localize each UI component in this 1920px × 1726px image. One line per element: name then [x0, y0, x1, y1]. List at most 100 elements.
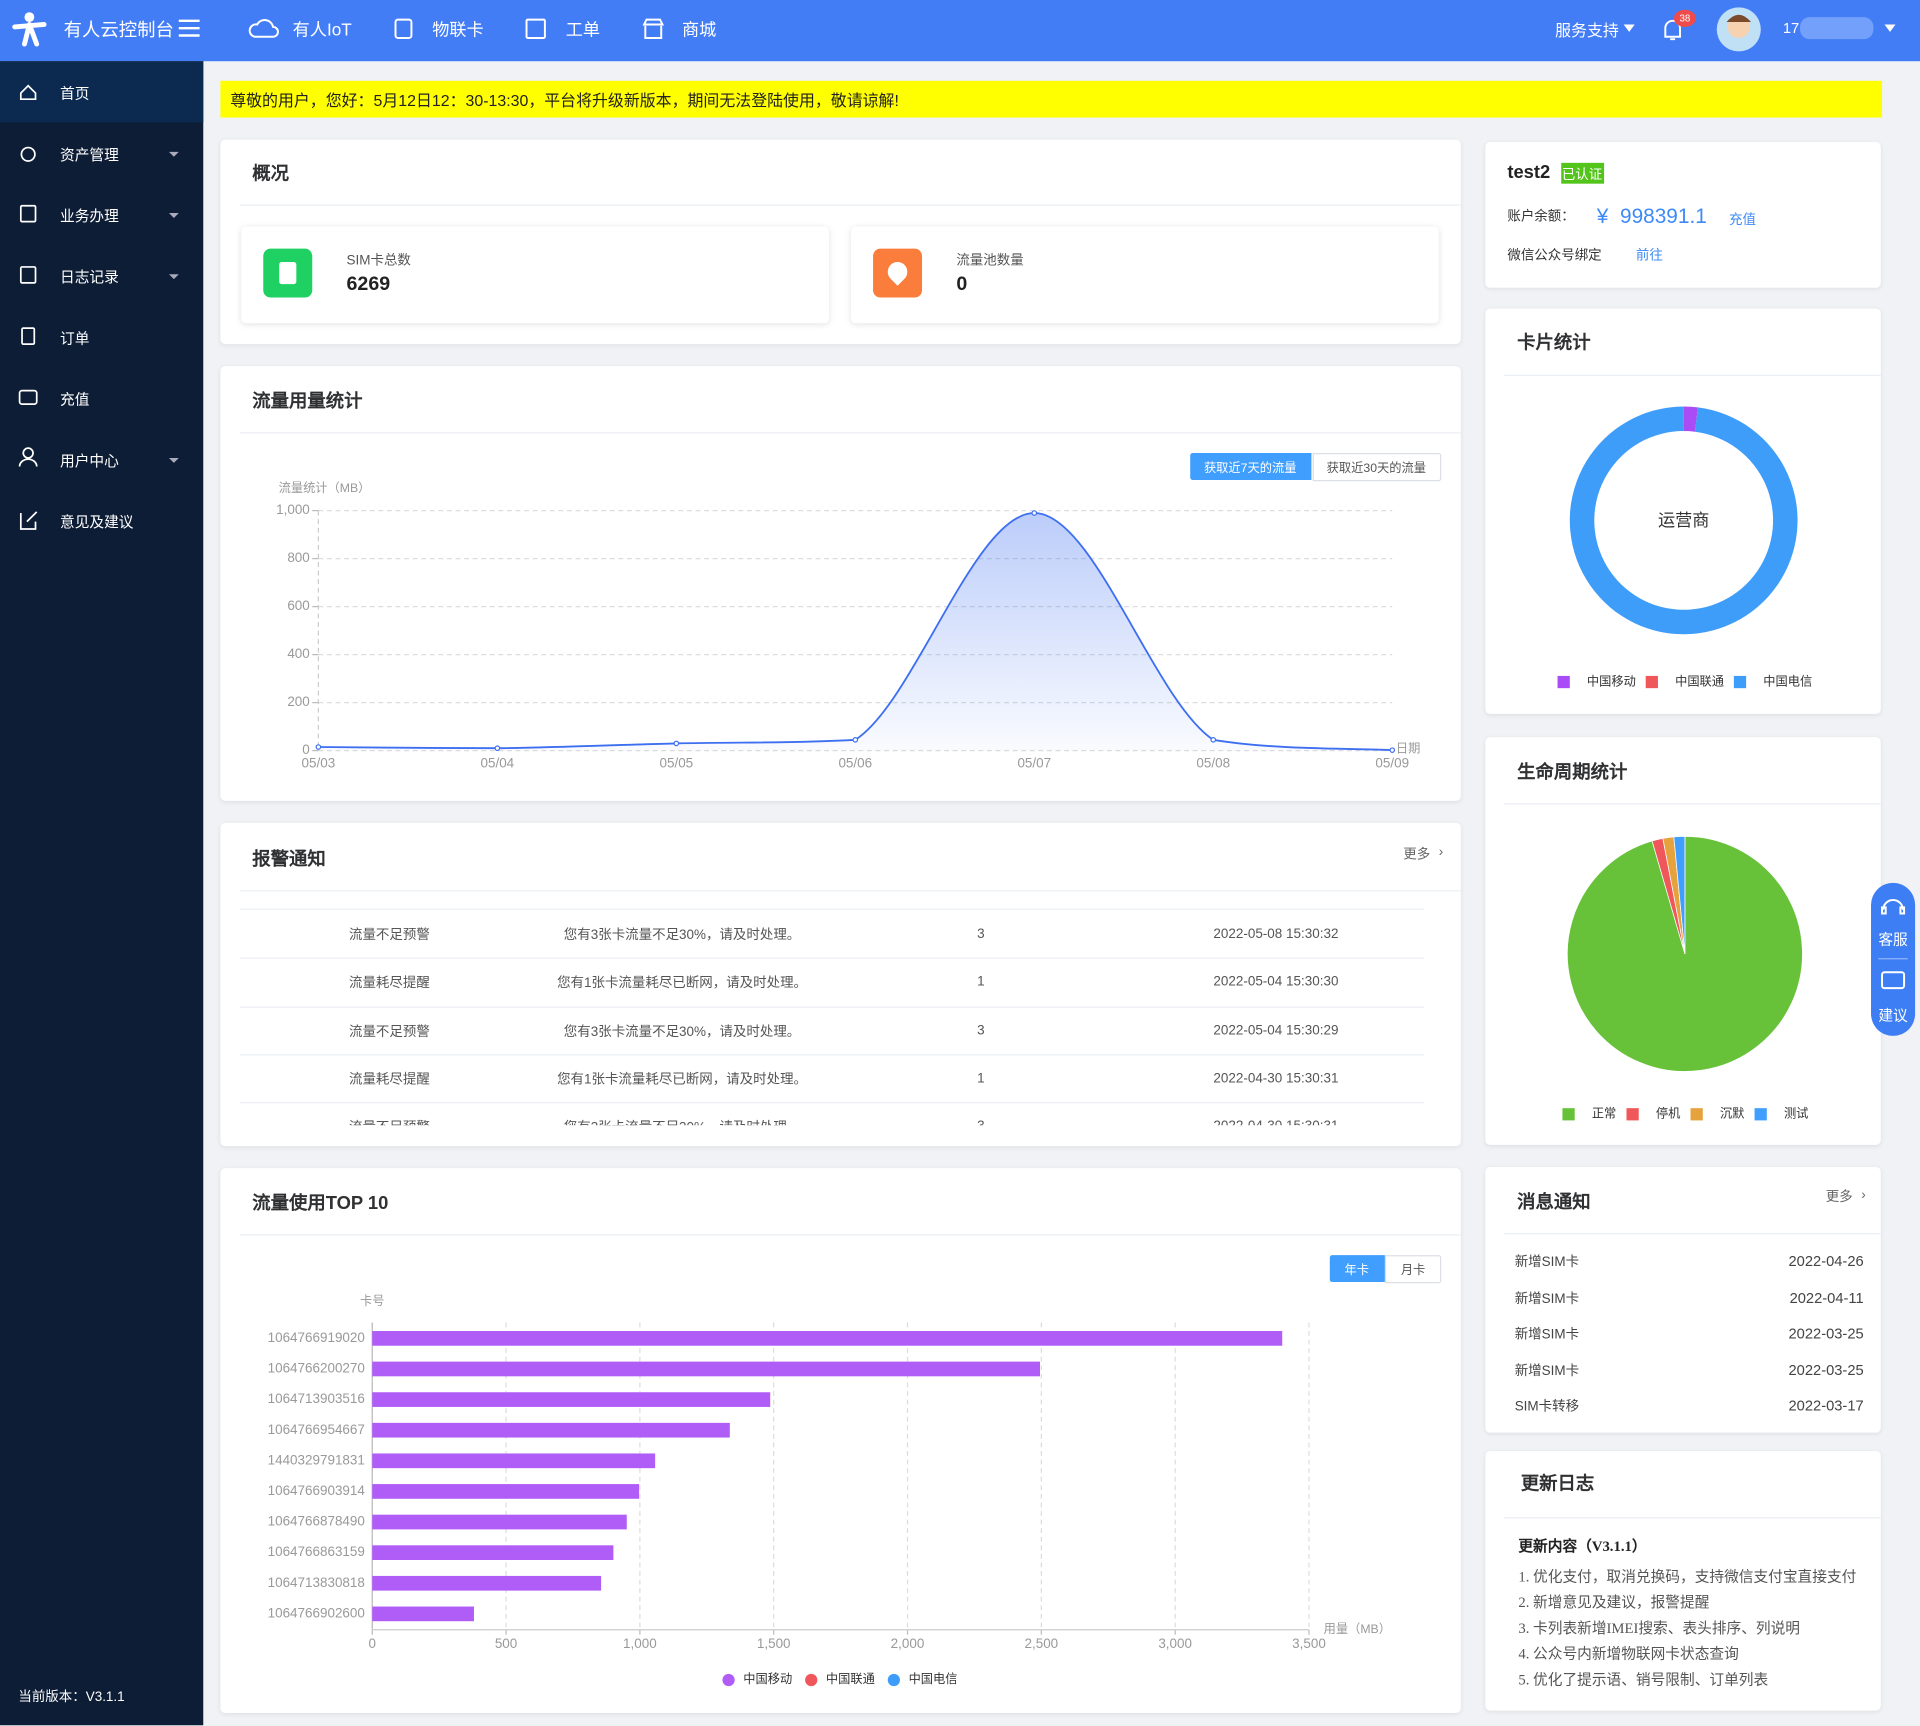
y-tick-label: 1064766954667 [268, 1422, 365, 1437]
nav-item[interactable]: 物联卡 [432, 19, 484, 40]
nav-item[interactable]: 有人IoT [292, 19, 352, 40]
y-tick-label: 1064713830818 [268, 1575, 365, 1590]
wechat-link[interactable]: 前往 [1635, 248, 1663, 264]
changelog-item: 1. 优化支付，取消兑换码，支持微信支付宝直接支付 [1518, 1567, 1857, 1586]
card-type-button[interactable]: 年卡 [1344, 1264, 1369, 1278]
alarm-cell: 2022-05-04 15:30:29 [1213, 1023, 1339, 1038]
card-title: 流量用量统计 [252, 391, 363, 413]
recharge-link[interactable]: 充值 [1728, 213, 1756, 228]
point [852, 736, 859, 743]
y-tick-label: 1064766200270 [268, 1361, 365, 1376]
message-date: 2022-03-25 [1788, 1361, 1864, 1379]
menu-item[interactable]: 意见及建议 [60, 513, 134, 531]
more-link[interactable]: 更多 [1825, 1190, 1853, 1205]
divider [1503, 1233, 1881, 1235]
bar [372, 1545, 614, 1561]
changelog-subtitle: 更新内容（V3.1.1） [1518, 1537, 1647, 1555]
legend-label: 正常 [1592, 1107, 1616, 1121]
alarm-card [220, 822, 1461, 1147]
alarm-cell: 您有3张卡流量不足30%，请及时处理。 [563, 1024, 801, 1040]
changelog-item: 5. 优化了提示语、销号限制、订单列表 [1518, 1670, 1769, 1688]
account-card [1485, 142, 1881, 288]
y-tick-label: 1,000 [276, 502, 310, 517]
card-title: 卡片统计 [1517, 332, 1591, 354]
legend-swatch [805, 1673, 818, 1687]
y-tick-label: 200 [287, 694, 309, 709]
legend-swatch [1645, 675, 1658, 689]
alarm-cell: 3 [977, 1023, 985, 1038]
wechat-label: 微信公众号绑定 [1507, 248, 1602, 264]
card-title: 生命周期统计 [1517, 762, 1628, 784]
chevron: › [1438, 844, 1444, 860]
donut-slice [1683, 406, 1698, 432]
user-name[interactable]: 17 [1782, 19, 1800, 37]
message-title[interactable]: 新增SIM卡 [1514, 1363, 1580, 1379]
support-menu[interactable]: 服务支持 [1555, 21, 1619, 40]
stat-value: 6269 [346, 274, 391, 296]
menu-item[interactable]: 订单 [60, 330, 90, 348]
float-icons [1878, 899, 1908, 990]
row-divider [240, 1102, 1425, 1104]
x-tick-label: 3,500 [1292, 1636, 1326, 1651]
alarm-cell: 2022-04-30 15:30:31 [1213, 1071, 1339, 1086]
y-tick-label: 1064766878490 [268, 1514, 365, 1529]
range-button[interactable]: 获取近7天的流量 [1203, 462, 1297, 476]
x-tick-label: 500 [495, 1636, 517, 1651]
message-title[interactable]: 新增SIM卡 [1514, 1327, 1580, 1343]
card-type-button[interactable]: 月卡 [1400, 1264, 1426, 1278]
legend-swatch [1754, 1108, 1767, 1121]
bar [372, 1453, 656, 1469]
message-title[interactable]: 新增SIM卡 [1514, 1255, 1580, 1270]
message-date: 2022-03-17 [1788, 1397, 1864, 1415]
verified-badge: 已认证 [1561, 167, 1603, 183]
nav-item[interactable]: 商城 [682, 19, 717, 40]
more-link[interactable]: 更多 [1403, 847, 1431, 863]
alarm-cell: 2022-04-30 15:30:31 [1213, 1119, 1338, 1125]
button-bg [1329, 1255, 1385, 1283]
menu-item[interactable]: 日志记录 [60, 268, 119, 286]
y-tick-label: 1064713903516 [268, 1391, 365, 1406]
card-title: 消息通知 [1517, 1192, 1591, 1213]
alarm-cell: 流量不足预警 [348, 1024, 430, 1040]
account-name: test2 [1507, 162, 1551, 184]
message-title[interactable]: SIM卡转移 [1514, 1399, 1580, 1415]
top10-card [220, 1168, 1461, 1714]
menu-item[interactable]: 首页 [60, 85, 90, 103]
row-divider [240, 1006, 1425, 1008]
card-title: 流量使用TOP 10 [252, 1193, 389, 1215]
divider [240, 204, 1461, 206]
menu-item[interactable]: 业务办理 [60, 207, 119, 225]
alarm-cell: 您有1张卡流量耗尽已断网，请及时处理。 [557, 976, 808, 991]
card-title: 概况 [252, 163, 289, 185]
menu-item[interactable]: 充值 [60, 391, 90, 409]
x-tick-label: 1,500 [757, 1636, 791, 1651]
bar [372, 1484, 640, 1499]
menu-item[interactable]: 资产管理 [60, 146, 119, 164]
float-suggest[interactable]: 建议 [1878, 1007, 1908, 1025]
area [318, 513, 1393, 751]
legend-label: 中国联通 [826, 1671, 875, 1686]
menu-item[interactable]: 用户中心 [60, 452, 119, 470]
sim-icon-glyph [279, 262, 297, 285]
card-title: 更新日志 [1520, 1474, 1595, 1495]
float-widget [1871, 882, 1916, 1036]
x-tick-label: 05/04 [481, 756, 515, 771]
point [673, 740, 680, 747]
legend-label: 中国电信 [909, 1671, 958, 1686]
divider [1503, 374, 1881, 376]
y-tick-label: 600 [287, 598, 309, 613]
float-service[interactable]: 客服 [1878, 931, 1908, 949]
notice-text: 尊敬的用户，您好：5月12日12：30-13:30，平台将升级新版本，期间无法登… [230, 91, 899, 110]
nav-item[interactable]: 工单 [565, 19, 601, 40]
point [1031, 510, 1038, 516]
stat-label: 流量池数量 [956, 253, 1024, 269]
range-button[interactable]: 获取近30天的流量 [1326, 462, 1426, 476]
y-tick-label: 800 [287, 550, 309, 565]
legend-swatch [1562, 1108, 1575, 1121]
notice-bar [220, 80, 1883, 118]
message-date: 2022-04-26 [1788, 1252, 1864, 1270]
badge: 38 [1679, 12, 1691, 24]
message-title[interactable]: 新增SIM卡 [1514, 1291, 1580, 1306]
y-tick-label: 1064766903914 [268, 1483, 366, 1498]
